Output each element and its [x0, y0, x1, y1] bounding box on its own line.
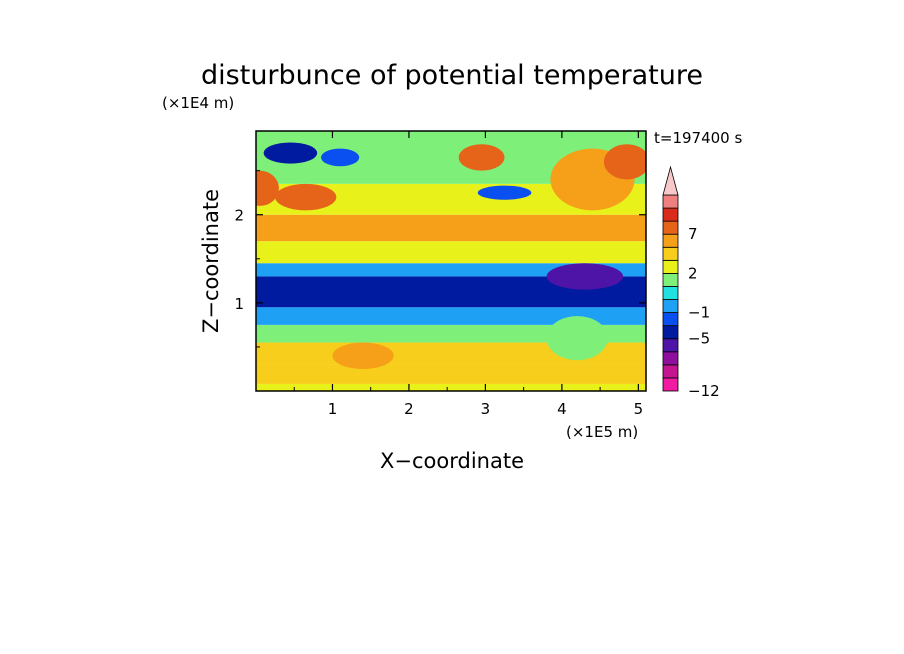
x-tick-label: 5: [634, 400, 644, 418]
field-band: [256, 307, 646, 325]
colorbar-box: [662, 351, 679, 366]
y-tick-label: 1: [234, 295, 244, 313]
field-band: [256, 364, 646, 384]
field-feature: [546, 316, 608, 361]
x-scale-label: (×1E5 m): [566, 423, 638, 441]
colorbar-box: [662, 286, 679, 300]
colorbar-box: [662, 364, 679, 379]
colorbar-label: −5: [688, 330, 710, 348]
field-feature: [256, 170, 279, 206]
field-feature: [275, 183, 337, 211]
field-band: [256, 241, 646, 264]
x-tick-label: 3: [481, 400, 491, 418]
field-feature: [458, 144, 505, 171]
colorbar-box: [662, 207, 679, 222]
colorbar-box: [662, 259, 679, 274]
field-feature: [332, 342, 394, 369]
chart-title: disturbunce of potential temperature: [201, 60, 703, 91]
colorbar-box: [662, 338, 679, 353]
field-band: [256, 214, 646, 242]
x-tick-label: 4: [557, 400, 567, 418]
x-axis-label: X−coordinate: [380, 449, 524, 473]
y-scale-label: (×1E4 m): [162, 94, 234, 112]
field-feature: [477, 185, 532, 200]
colorbar-label: −1: [688, 304, 710, 322]
x-tick-label: 1: [328, 400, 338, 418]
colorbar-label: 2: [688, 264, 698, 282]
colorbar-box: [662, 246, 679, 261]
colorbar-box: [662, 194, 679, 209]
colorbar-box: [662, 233, 679, 248]
field-feature: [546, 263, 624, 290]
colorbar-label: 7: [688, 225, 698, 243]
colorbar-box: [662, 299, 679, 313]
colorbar-box: [662, 377, 679, 392]
colorbar-extend-triangle: [662, 165, 679, 196]
field-band: [256, 383, 646, 391]
plot-frame: [255, 130, 647, 392]
colorbar-box: [662, 325, 679, 340]
colorbar-box: [662, 312, 679, 327]
x-tick-label: 2: [404, 400, 414, 418]
colorbar-label: −12: [688, 382, 720, 400]
colorbar: −12−5−127: [662, 165, 720, 400]
field-feature: [321, 148, 360, 167]
y-axis-label: Z−coordinate: [199, 189, 223, 333]
y-tick-label: 2: [234, 207, 244, 225]
field-feature: [603, 144, 646, 180]
colorbar-box: [662, 220, 679, 235]
y-axis: 12: [234, 170, 646, 348]
time-label: t=197400 s: [654, 129, 742, 147]
colorbar-box: [662, 272, 679, 287]
heatmap-field: [256, 131, 646, 391]
x-axis: 1 2 3 4 5: [293, 131, 644, 418]
plot-border: [255, 130, 647, 392]
field-feature: [263, 142, 318, 164]
